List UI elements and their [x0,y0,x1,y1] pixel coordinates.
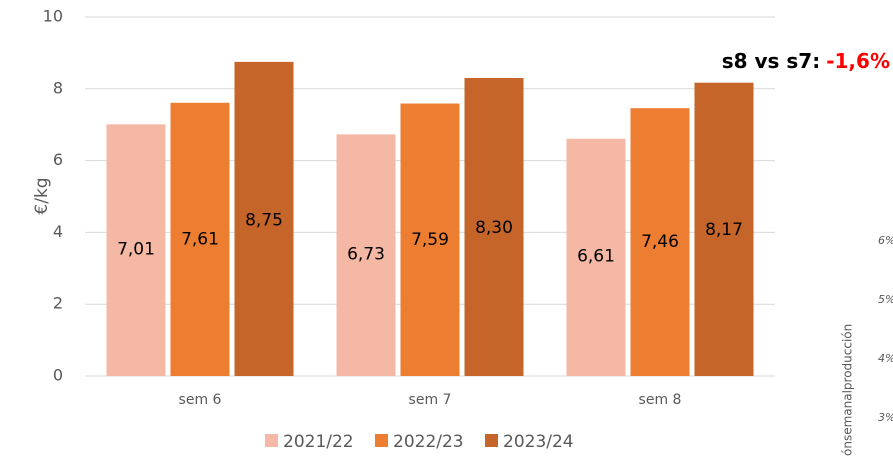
side-tick-label: 3% [878,411,893,424]
bar [694,82,754,377]
y-axis-label: €/kg [32,177,52,214]
value-label: 8,17 [705,220,743,240]
side-axis-label: ónsemanalproducción [841,324,855,456]
annotation: s8 vs s7: -1,6% [722,49,890,73]
side-tick-label: 5% [878,293,893,306]
value-label: 7,01 [117,240,155,260]
value-label: 8,30 [475,218,513,238]
annotation-text: s8 vs s7: [722,49,821,73]
value-label: 7,46 [641,232,679,252]
legend-label: 2023/24 [503,432,574,452]
legend-swatch [375,434,388,447]
legend-swatch [265,434,278,447]
value-label: 6,73 [347,244,385,264]
value-label: 7,59 [411,230,449,250]
value-label: 6,61 [577,246,615,266]
bar [566,138,626,376]
bar [170,102,230,377]
value-label: 8,75 [245,210,283,230]
bar [464,78,524,376]
bar [234,61,294,376]
bar [400,103,460,377]
y-tick-label: 10 [43,7,63,26]
bar [630,108,690,376]
annotation-highlight: -1,6% [826,49,890,73]
x-tick-label: sem 8 [639,392,682,408]
legend-swatch [485,434,498,447]
y-tick-label: 2 [53,294,63,313]
legend-label: 2021/22 [283,432,354,452]
y-tick-label: 8 [53,78,63,97]
y-tick-label: 4 [53,222,63,241]
bar [106,124,166,376]
bar [336,134,396,376]
x-tick-label: sem 6 [179,392,222,408]
y-tick-label: 6 [53,150,63,169]
x-tick-label: sem 7 [409,392,452,408]
value-label: 7,61 [181,230,219,250]
side-tick-label: 4% [878,352,893,365]
y-tick-label: 0 [53,366,63,385]
legend-label: 2022/23 [393,432,464,452]
side-tick-label: 6% [878,234,893,247]
